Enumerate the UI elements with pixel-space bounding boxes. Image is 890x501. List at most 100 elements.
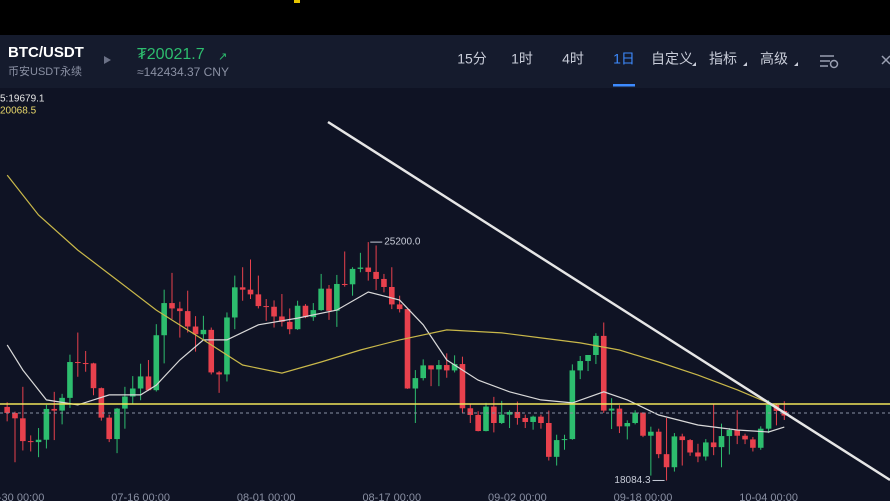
candle-body <box>263 306 269 308</box>
candle-body <box>640 412 646 436</box>
candle-body <box>695 452 701 457</box>
candle-body <box>616 408 623 427</box>
candle-body <box>750 439 756 448</box>
candle-body <box>624 423 631 427</box>
x-tick-label: 09-02 00:00 <box>488 492 547 501</box>
candle-body <box>765 404 772 429</box>
candle-body <box>538 416 544 423</box>
candle-body <box>396 304 403 310</box>
candle-body <box>145 376 152 391</box>
candle-body <box>608 408 615 411</box>
candle-body <box>310 310 317 318</box>
candle-body <box>530 416 536 422</box>
tab[interactable]: 高级 <box>760 51 788 67</box>
candle-body <box>718 436 725 448</box>
expand-icon[interactable] <box>104 56 111 64</box>
candle-body <box>271 306 277 317</box>
candle-body <box>302 305 309 318</box>
candle-body <box>585 354 591 362</box>
candle-body <box>475 414 481 432</box>
candle-body <box>341 283 348 285</box>
candle-body <box>389 286 395 305</box>
candle-body <box>420 365 426 379</box>
candle-body <box>129 388 136 397</box>
tab[interactable]: 1时 <box>511 51 533 67</box>
candle-body <box>232 287 238 318</box>
tab[interactable]: 指标 <box>709 51 737 67</box>
candle-body <box>224 317 230 375</box>
market: 币安USDT永续 <box>8 64 82 78</box>
header-bar <box>0 35 890 88</box>
icon-gear <box>829 59 839 69</box>
candle-body <box>451 364 458 371</box>
indicator-label: 20068.5 <box>0 106 37 117</box>
symbol[interactable]: BTC/USDT <box>8 44 84 61</box>
candle-body <box>498 414 505 423</box>
candle-body <box>255 294 262 307</box>
tab-underline <box>613 84 635 87</box>
candle-body <box>200 329 207 335</box>
candle-body <box>483 406 489 432</box>
tab[interactable]: 4时 <box>562 51 584 67</box>
candle-body <box>459 364 466 409</box>
candle-body <box>491 406 497 423</box>
candle-body <box>412 378 419 389</box>
candle-body <box>153 335 160 391</box>
settings-icon[interactable] <box>820 55 839 69</box>
candle-body <box>467 408 474 415</box>
candle-body <box>12 412 18 419</box>
candle-body <box>20 418 26 442</box>
candle-body <box>294 305 301 330</box>
candle-body <box>577 361 583 371</box>
candle-body <box>648 431 654 436</box>
candle-body <box>428 365 434 370</box>
candle-body <box>514 411 521 418</box>
candle-body <box>553 440 560 457</box>
candle-body <box>349 268 356 285</box>
candle-body <box>318 288 324 311</box>
indicator-label: 5:19679.1 <box>0 94 45 105</box>
low-label: 18084.3 <box>614 475 651 486</box>
candle-body <box>169 303 175 309</box>
high-label: 25200.0 <box>384 237 421 248</box>
candle-body <box>655 431 662 455</box>
candle-body <box>522 417 529 422</box>
candle-body <box>710 442 717 448</box>
candle-body <box>27 441 34 443</box>
tab[interactable]: 15分 <box>457 51 487 67</box>
candle-body <box>600 335 607 411</box>
candle-body <box>4 406 10 413</box>
candle-body <box>687 440 693 453</box>
price-arrow: ↗ <box>218 51 227 63</box>
candle-body <box>365 267 372 272</box>
candle-body <box>98 388 105 418</box>
tab-caret <box>794 62 798 66</box>
candle-body <box>506 411 513 415</box>
price-cny: ≈142434.37 CNY <box>137 65 229 79</box>
x-tick-label: 10-04 00:00 <box>739 492 798 501</box>
tab[interactable]: 1日 <box>613 51 635 67</box>
candle-body <box>671 436 678 468</box>
candle-body <box>35 439 42 443</box>
candle-body <box>75 362 81 364</box>
tab[interactable]: 自定义 <box>651 51 693 67</box>
candle-body <box>106 417 112 440</box>
moving-average <box>6 174 785 415</box>
candle-body <box>43 408 50 440</box>
moving-average <box>6 291 785 433</box>
candle-body <box>742 435 748 440</box>
candle-body <box>114 408 120 440</box>
candle-body <box>90 363 97 389</box>
candle-body <box>161 303 167 336</box>
x-tick-label: 07-16 00:00 <box>111 492 170 501</box>
tab-caret <box>692 62 696 66</box>
candle-body <box>82 363 89 365</box>
candle-body <box>443 365 450 371</box>
close-icon[interactable] <box>881 55 890 65</box>
status-mark <box>294 0 300 3</box>
candle-body <box>632 412 638 423</box>
tab-caret <box>743 62 747 66</box>
